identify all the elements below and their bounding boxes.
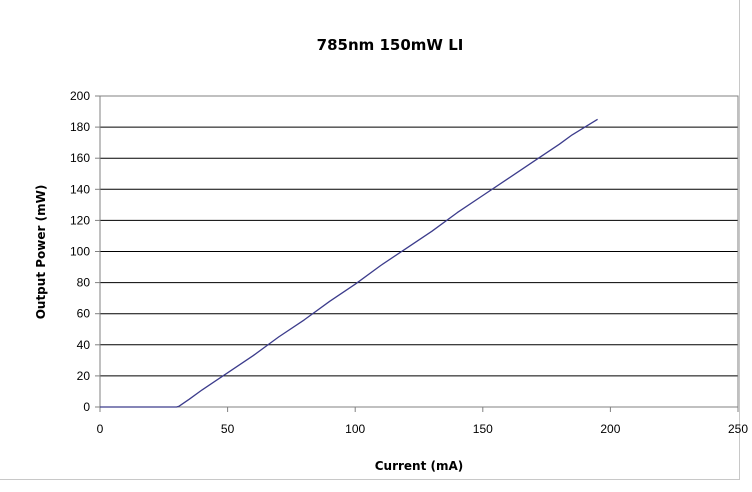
chart-title: 785nm 150mW LI bbox=[317, 36, 464, 54]
y-tick-label: 120 bbox=[70, 213, 90, 227]
x-tick-label: 200 bbox=[600, 422, 620, 436]
x-tick-label: 0 bbox=[97, 422, 104, 436]
x-axis-ticks: 0 50 100 150 200 250 bbox=[97, 407, 748, 436]
x-tick-label: 250 bbox=[728, 422, 748, 436]
y-tick-label: 0 bbox=[83, 400, 90, 414]
y-tick-label: 160 bbox=[70, 151, 90, 165]
y-tick-label: 140 bbox=[70, 182, 90, 196]
series-layer bbox=[100, 118, 598, 408]
chart-frame bbox=[0, 0, 740, 480]
y-tick-label: 180 bbox=[70, 120, 90, 134]
y-tick-label: 60 bbox=[77, 307, 91, 321]
x-tick-label: 150 bbox=[473, 422, 493, 436]
y-axis-ticks: 0 20 40 60 80 100 120 140 160 180 200 bbox=[70, 89, 100, 414]
x-axis-title: Current (mA) bbox=[375, 459, 464, 473]
y-tick-label: 20 bbox=[77, 369, 91, 383]
y-tick-label: 200 bbox=[70, 89, 90, 103]
x-tick-label: 100 bbox=[345, 422, 365, 436]
x-tick-label: 50 bbox=[221, 422, 235, 436]
gridlines bbox=[100, 95, 738, 408]
y-tick-label: 40 bbox=[77, 338, 91, 352]
y-tick-label: 80 bbox=[77, 276, 91, 290]
y-axis-title: Output Power (mW) bbox=[34, 185, 48, 320]
y-tick-label: 100 bbox=[70, 245, 90, 259]
series-line-0 bbox=[100, 118, 598, 408]
